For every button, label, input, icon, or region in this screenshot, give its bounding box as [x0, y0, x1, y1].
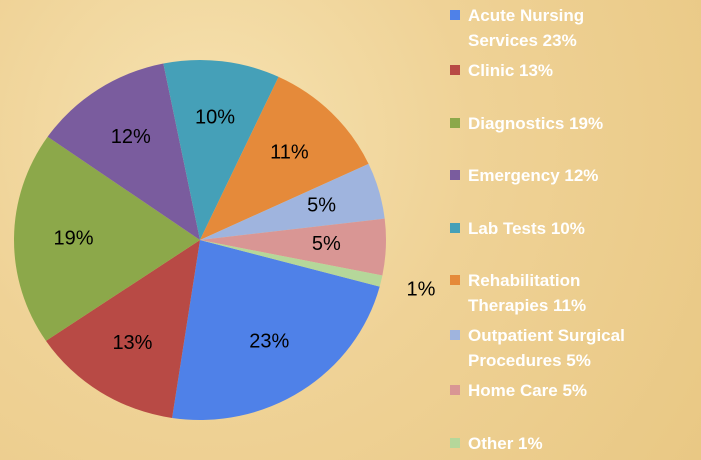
legend-swatch [450, 275, 460, 285]
pie-area: 23% 13% 19% 12% 10% 11% 5% 5% 1% [13, 60, 436, 420]
legend-swatch [450, 170, 460, 180]
data-label: 12% [111, 126, 151, 148]
pie-slice [13, 136, 200, 341]
data-label: 23% [249, 331, 289, 353]
legend-swatch [450, 65, 460, 75]
legend-swatch [450, 330, 460, 340]
legend-swatch [450, 118, 460, 128]
legend-label: Outpatient Surgical Procedures 5% [468, 326, 625, 370]
legend-swatch [450, 385, 460, 395]
legend-swatch [450, 438, 460, 448]
legend-label: Rehabilitation Therapies 11% [468, 271, 587, 315]
pie-slice [200, 240, 383, 287]
data-label: 1% [406, 278, 435, 300]
legend-label: Home Care 5% [468, 381, 588, 400]
data-label: 10% [195, 107, 235, 129]
pie-slice [200, 218, 387, 276]
legend-label: Acute Nursing Services 23% [468, 6, 585, 50]
pie-slice [45, 240, 200, 418]
pie-slice [172, 240, 380, 420]
pie-slice [163, 60, 279, 241]
data-label: 5% [307, 195, 336, 217]
pie-slice [47, 63, 200, 241]
data-label: 5% [312, 233, 341, 255]
legend-swatch [450, 10, 460, 20]
pie-slice [200, 76, 369, 241]
data-label: 11% [270, 142, 309, 164]
data-label: 13% [112, 332, 152, 354]
legend-label: Other 1% [468, 434, 543, 453]
legend-label: Clinic 13% [468, 61, 554, 80]
legend-label: Diagnostics 19% [468, 114, 604, 133]
data-label: 19% [54, 227, 94, 249]
pie-slice [200, 163, 385, 240]
legend-swatch [450, 223, 460, 233]
legend-label: Lab Tests 10% [468, 219, 585, 238]
legend-label: Emergency 12% [468, 166, 599, 185]
